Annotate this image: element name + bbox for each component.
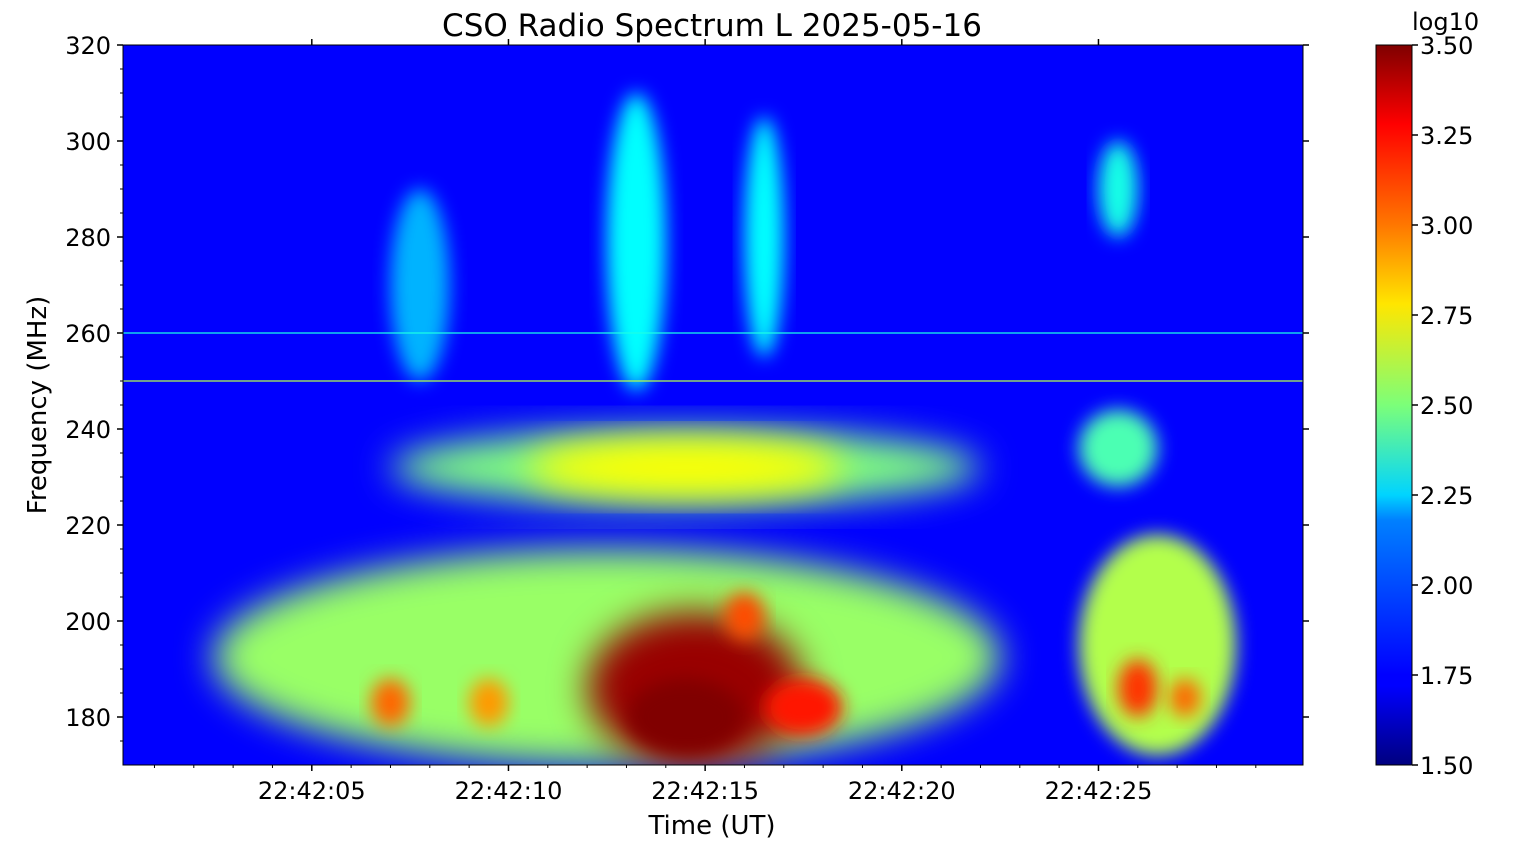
y-tick-label: 280 xyxy=(65,224,111,252)
chart-title: CSO Radio Spectrum L 2025-05-16 xyxy=(442,8,982,44)
x-tick-label: 22:42:25 xyxy=(1045,777,1153,805)
y-axis-label: Frequency (MHz) xyxy=(23,296,53,515)
emission-feature-16 xyxy=(390,189,450,381)
colorbar-tick-label: 3.25 xyxy=(1420,122,1473,150)
colorbar-tick-label: 2.75 xyxy=(1420,302,1473,330)
y-tick-label: 300 xyxy=(65,128,111,156)
colorbar-tick-label: 3.00 xyxy=(1420,212,1473,240)
emission-feature-9 xyxy=(1078,534,1237,756)
x-tick-label: 22:42:05 xyxy=(258,777,366,805)
emission-feature-11 xyxy=(1169,678,1201,717)
colorbar-tick-label: 2.25 xyxy=(1420,482,1473,510)
x-tick-label: 22:42:15 xyxy=(651,777,759,805)
colorbar-tick-label: 1.75 xyxy=(1420,662,1473,690)
emission-feature-15 xyxy=(1098,141,1138,237)
y-axis-ticks: 180 200 220 240 260 280 300 320 xyxy=(65,32,1309,742)
emission-feature-10 xyxy=(1118,659,1158,717)
colorbar-tick-label: 2.00 xyxy=(1420,572,1473,600)
emission-feature-4 xyxy=(370,678,411,727)
colorbar-ticks: 1.50 1.75 2.00 2.25 2.50 2.75 3.00 3.25 3.50 xyxy=(1412,32,1473,780)
emission-feature-8 xyxy=(528,438,843,497)
interference-lines xyxy=(123,332,1303,382)
emission-feature-13 xyxy=(606,93,666,391)
emission-feature-14 xyxy=(744,117,784,357)
colorbar-label: log10 xyxy=(1412,8,1479,36)
colorbar-gradient xyxy=(1375,44,1413,766)
emission-feature-3 xyxy=(764,678,843,737)
y-tick-label: 220 xyxy=(65,512,111,540)
y-tick-label: 200 xyxy=(65,608,111,636)
y-tick-label: 260 xyxy=(65,320,111,348)
emission-feature-5 xyxy=(469,678,509,727)
colorbar-tick-label: 3.50 xyxy=(1420,32,1473,60)
emission-feature-2 xyxy=(626,678,745,756)
y-tick-label: 240 xyxy=(65,416,111,444)
plot-area xyxy=(123,45,1303,765)
emission-features xyxy=(213,93,1237,765)
y-tick-label: 180 xyxy=(65,704,111,732)
emission-feature-6 xyxy=(724,592,765,641)
x-tick-label: 22:42:20 xyxy=(848,777,956,805)
y-tick-label: 320 xyxy=(65,32,111,60)
x-axis-label: Time (UT) xyxy=(647,811,775,841)
emission-feature-12 xyxy=(1078,409,1158,487)
colorbar: log10 1.50 1.75 2.00 2.25 2.50 2.75 3.00 3.25 3.… xyxy=(1375,8,1479,780)
colorbar-tick-label: 2.50 xyxy=(1420,392,1473,420)
x-axis-ticks: 22:42:05 22:42:10 22:42:15 22:42:20 22:42:25 xyxy=(153,39,1257,805)
colorbar-tick-label: 1.50 xyxy=(1420,752,1473,780)
x-tick-label: 22:42:10 xyxy=(455,777,563,805)
